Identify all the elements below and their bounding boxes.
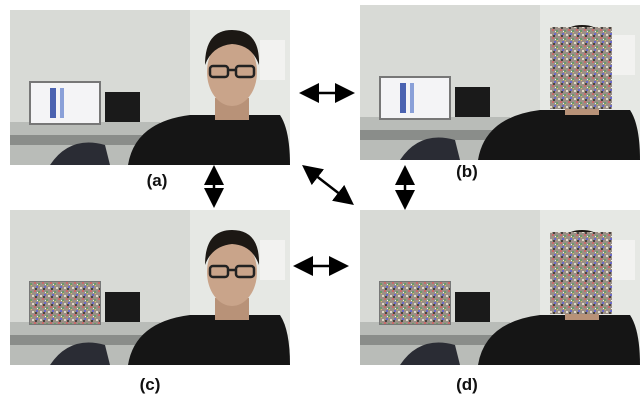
panel-label: (c) <box>140 375 161 394</box>
figure: (a) (b) (c) (d) <box>0 0 642 397</box>
panel-label: (d) <box>456 375 478 394</box>
panel-label: (b) <box>456 162 478 181</box>
photo-a <box>10 10 290 165</box>
photo-b <box>360 5 640 160</box>
photo-d <box>360 210 640 365</box>
photo-c <box>10 210 290 365</box>
panel-label: (a) <box>147 171 168 190</box>
